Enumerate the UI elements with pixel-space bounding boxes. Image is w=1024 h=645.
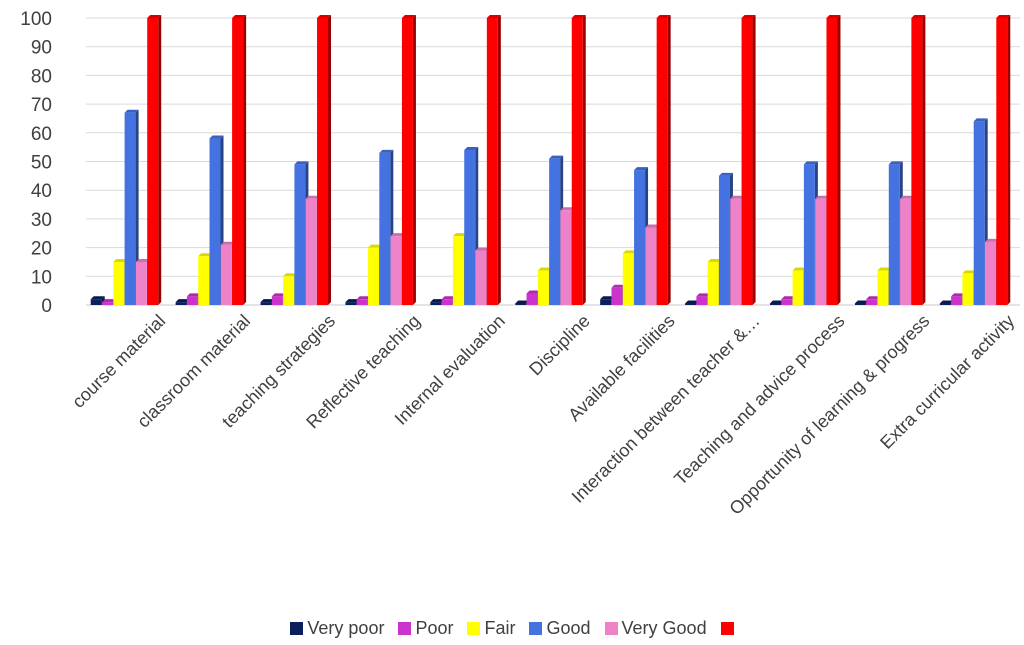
bar <box>571 15 586 305</box>
legend-swatch <box>720 621 734 635</box>
bar <box>486 15 501 305</box>
legend-swatch <box>398 621 412 635</box>
legend-item: Very poor <box>290 618 384 639</box>
bar <box>741 15 756 305</box>
chart-legend: Very poor Poor Fair Good Very Good <box>0 617 1024 639</box>
legend-item: Very Good <box>604 617 707 639</box>
legend-label: Poor <box>415 617 454 638</box>
x-tick-label: Discipline <box>525 311 594 380</box>
y-tick-label: 20 <box>31 239 52 260</box>
y-tick-label: 50 <box>31 153 52 174</box>
legend-swatch <box>290 621 304 635</box>
y-tick-label: 10 <box>31 267 52 288</box>
legend-item: Poor <box>398 618 453 639</box>
y-tick-label: 0 <box>41 296 52 317</box>
legend-item: Good <box>529 617 591 639</box>
bar <box>401 15 416 305</box>
legend-swatch <box>529 621 543 635</box>
legend-label: Fair <box>484 617 516 638</box>
legend-swatch <box>604 621 618 635</box>
y-tick-label: 70 <box>31 95 52 116</box>
bar <box>147 15 162 305</box>
legend-label: Very Good <box>621 617 707 638</box>
bar <box>317 15 332 305</box>
y-tick-label: 80 <box>31 66 52 87</box>
x-tick-label: Interaction between teacher &… <box>568 311 764 507</box>
x-tick-label: Teaching and advice process <box>670 311 848 489</box>
legend-swatch <box>467 621 481 635</box>
y-tick-label: 30 <box>31 210 52 231</box>
legend-item: Fair <box>467 618 515 639</box>
bar <box>996 15 1011 305</box>
bar <box>656 15 671 305</box>
bar <box>124 109 139 306</box>
y-tick-label: 60 <box>31 124 52 145</box>
bar <box>826 15 841 305</box>
legend-label: Very poor <box>307 617 385 638</box>
legend-label: Good <box>546 617 591 638</box>
legend-item <box>720 621 734 635</box>
bar <box>232 15 247 305</box>
y-tick-label: 40 <box>31 181 52 202</box>
y-tick-label: 90 <box>31 38 52 59</box>
bar <box>911 15 926 305</box>
y-tick-label: 100 <box>20 9 52 30</box>
